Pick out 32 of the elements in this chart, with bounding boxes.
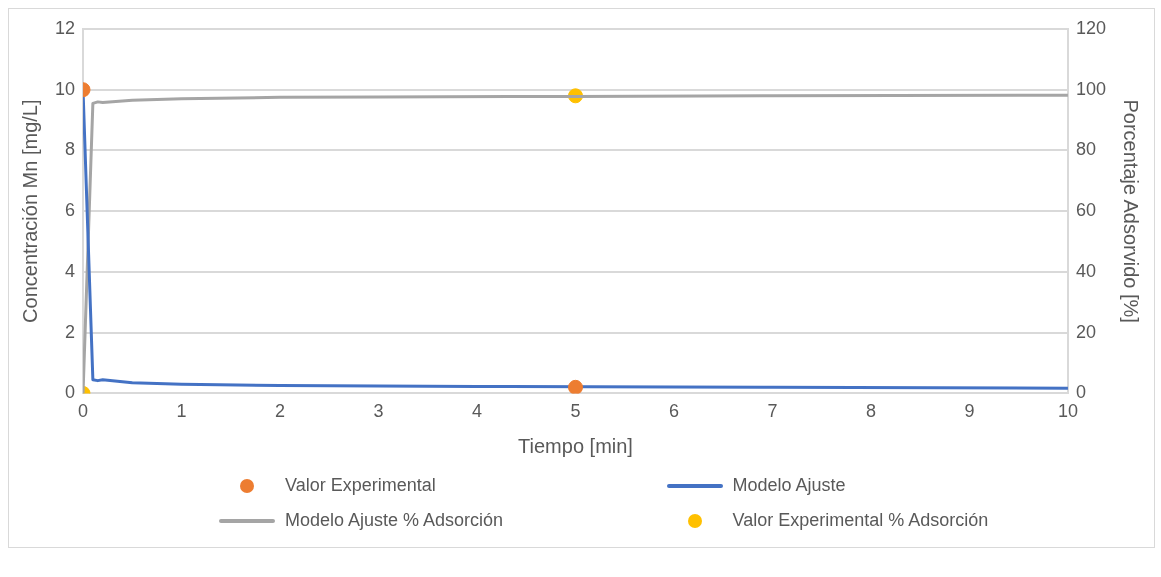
y2-tick-label: 0 [1075, 382, 1086, 403]
x-tick-label: 8 [865, 401, 876, 422]
y-tick-label: 0 [65, 382, 76, 403]
legend-label: Modelo Ajuste % Adsorción [285, 510, 504, 531]
x-tick-label: 10 [1057, 401, 1078, 422]
x-tick-label: 6 [668, 401, 679, 422]
x-tick-label: 3 [373, 401, 384, 422]
y2-tick-label: 40 [1075, 260, 1096, 281]
x-tick-label: 1 [176, 401, 187, 422]
y-tick-label: 8 [65, 139, 76, 160]
y-tick-label: 2 [65, 321, 76, 342]
y-axis-title: Concentración Mn [mg/L] [18, 99, 41, 323]
x-tick-label: 4 [471, 401, 483, 422]
y2-tick-label: 100 [1075, 78, 1107, 99]
x-tick-label: 7 [767, 401, 778, 422]
x-tick-label: 2 [275, 401, 286, 422]
y-tick-label: 6 [65, 200, 76, 221]
y2-tick-label: 120 [1075, 17, 1107, 38]
y2-axis-title: Porcentaje Adsorvido [%] [1120, 99, 1143, 323]
y2-tick-label: 60 [1075, 200, 1096, 221]
legend-label: Modelo Ajuste [732, 475, 846, 496]
x-axis-title: Tiempo [min] [518, 434, 633, 457]
y2-tick-label: 80 [1075, 139, 1096, 160]
legend-label: Valor Experimental [285, 475, 436, 496]
legend-label: Valor Experimental % Adsorción [732, 510, 989, 531]
y-tick-label: 10 [54, 78, 76, 99]
x-tick-label: 5 [570, 401, 581, 422]
x-tick-label: 9 [964, 401, 975, 422]
x-tick-label: 0 [78, 401, 89, 422]
y-tick-label: 12 [54, 17, 76, 38]
y2-tick-label: 20 [1075, 321, 1096, 342]
y-tick-label: 4 [65, 260, 76, 281]
